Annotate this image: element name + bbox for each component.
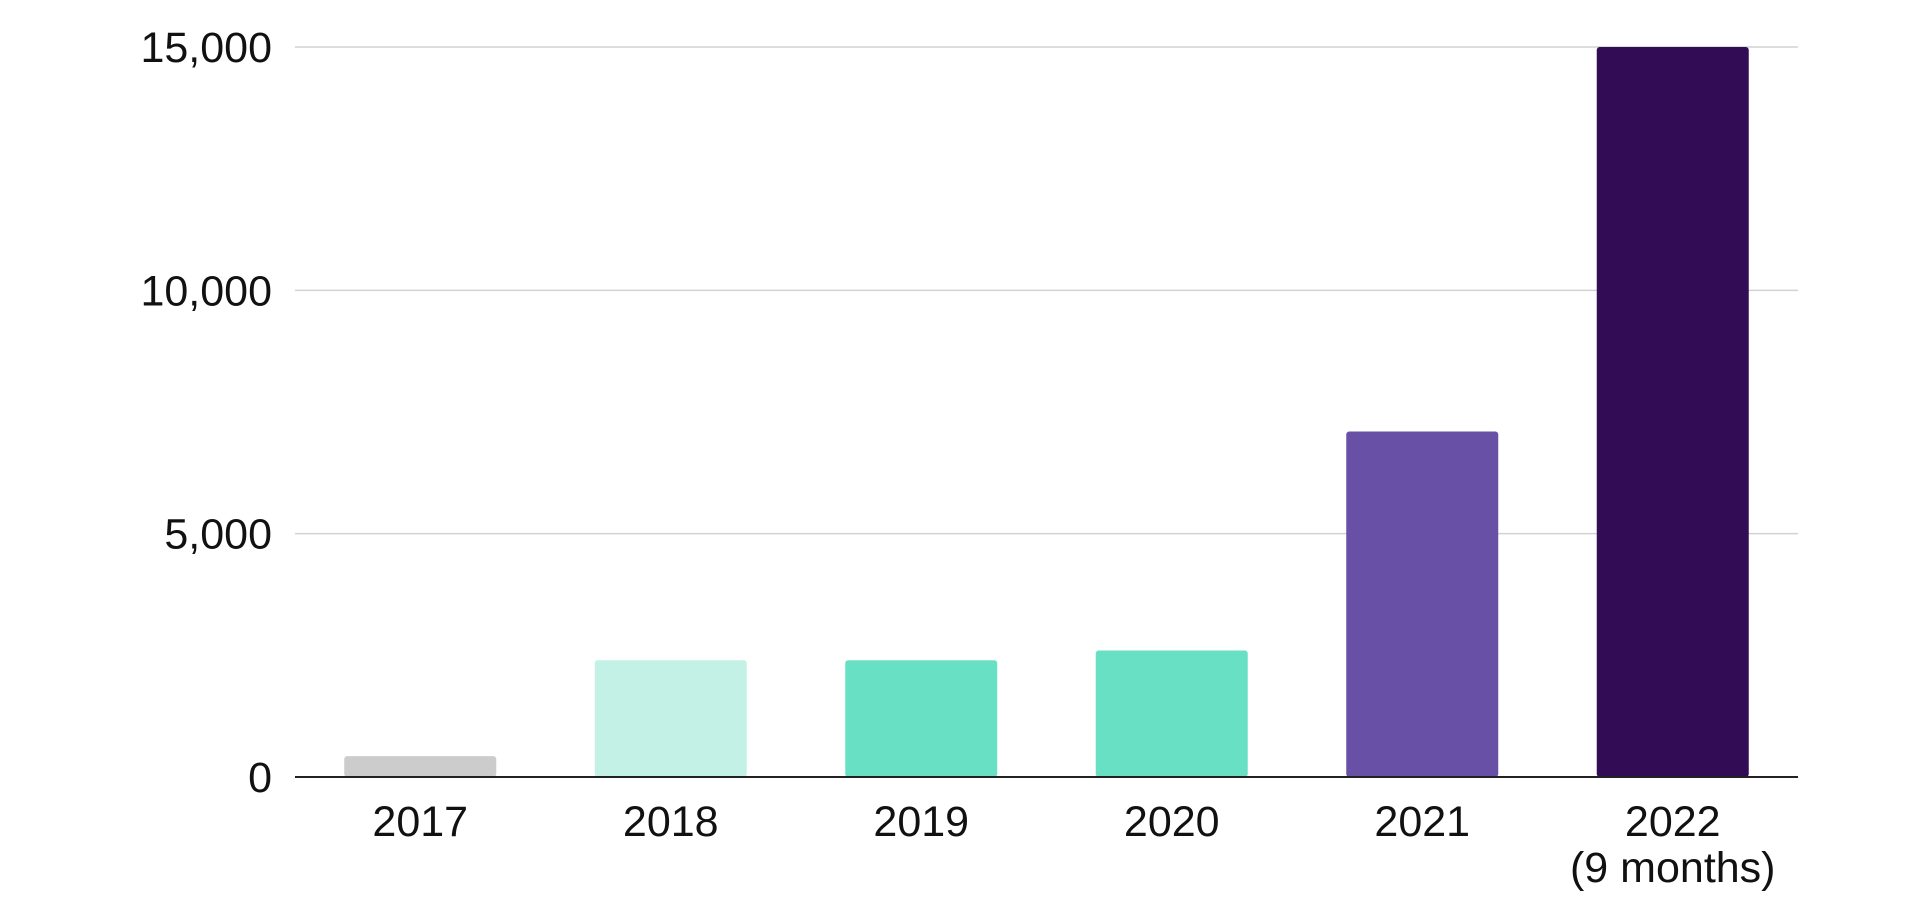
- x-tick-label: 2021: [1374, 798, 1470, 846]
- y-tick-label: 0: [248, 754, 272, 802]
- x-tick-label: 2022: [1625, 798, 1721, 846]
- y-axis-tick-labels: 0 5,000 10,000 15,000: [140, 24, 272, 802]
- bar-2021: [1346, 431, 1499, 777]
- bar-2019: [845, 660, 998, 777]
- y-tick-label: 10,000: [140, 267, 272, 315]
- bar-2018: [594, 660, 747, 777]
- gridlines: [295, 46, 1798, 535]
- x-tick-label: 2018: [623, 798, 719, 846]
- bar-2020: [1095, 650, 1248, 777]
- x-tick-label: 2019: [873, 798, 969, 846]
- bars: [344, 47, 1749, 777]
- bar-2017: [344, 756, 497, 777]
- x-tick-sublabel: (9 months): [1570, 844, 1776, 892]
- y-tick-label: 15,000: [140, 24, 272, 72]
- x-axis-tick-labels: 2017 2018 2019 2020 2021 2022(9 months): [372, 798, 1775, 892]
- x-tick-label: 2017: [372, 798, 468, 846]
- y-tick-label: 5,000: [164, 511, 272, 559]
- bar-2022: [1596, 47, 1749, 777]
- x-tick-label: 2020: [1124, 798, 1220, 846]
